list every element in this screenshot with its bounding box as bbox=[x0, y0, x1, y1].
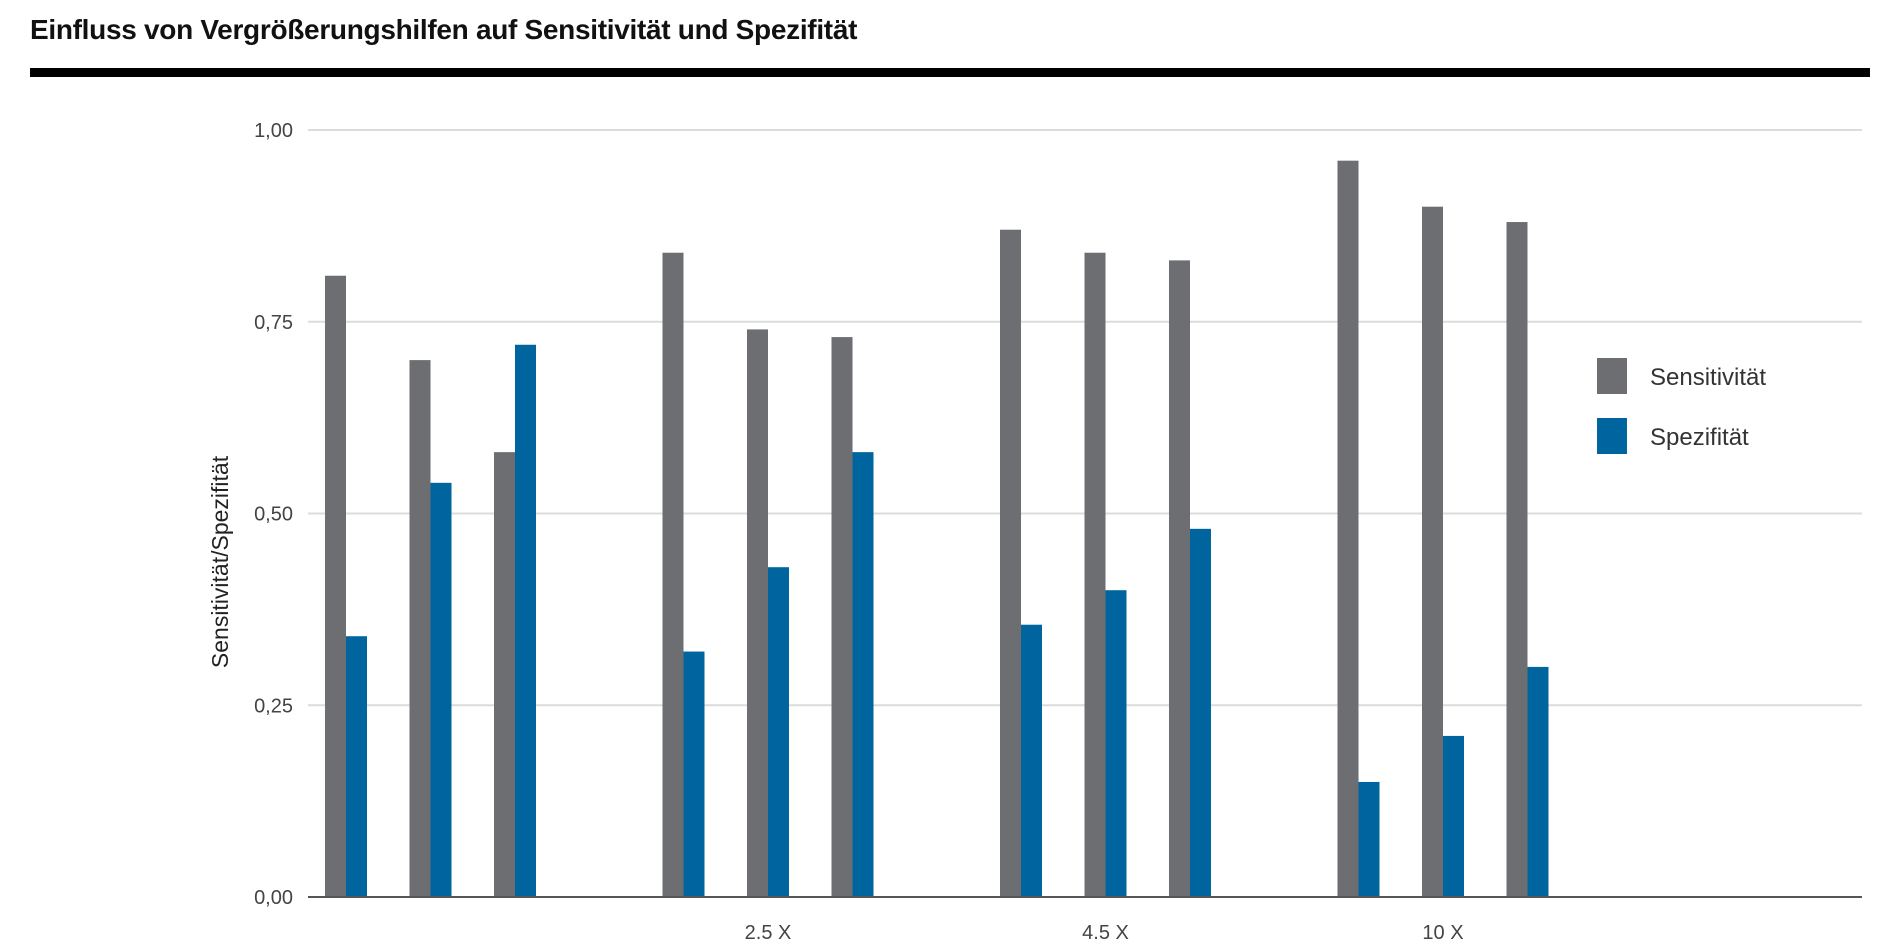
title-rule bbox=[30, 68, 1870, 77]
bar-sensitivitaet bbox=[747, 329, 768, 897]
x-category-label: 10 X bbox=[1422, 922, 1463, 944]
bar-sensitivitaet bbox=[1000, 229, 1021, 897]
bar-sensitivitaet bbox=[494, 452, 515, 897]
bar-sensitivitaet bbox=[409, 360, 431, 898]
legend-label-sensitivitaet: Sensitivität bbox=[1650, 364, 1766, 391]
bar-sensitivitaet bbox=[1169, 260, 1190, 897]
legend-swatch-sensitivitaet bbox=[1597, 358, 1627, 394]
bar-spezifitaet bbox=[1358, 781, 1380, 897]
y-tick-label: 0,00 bbox=[254, 887, 293, 909]
bar-spezifitaet bbox=[1190, 528, 1211, 897]
legend: Sensitivität Spezifität bbox=[1597, 358, 1766, 454]
bar-spezifitaet bbox=[515, 344, 536, 897]
y-tick-label: 0,25 bbox=[254, 695, 293, 717]
y-tick-label: 1,00 bbox=[254, 120, 293, 142]
x-category-label: 4.5 X bbox=[1082, 922, 1129, 944]
x-category-label: 2.5 X bbox=[745, 922, 792, 944]
bar-spezifitaet bbox=[852, 452, 874, 897]
bar-spezifitaet bbox=[1443, 735, 1464, 897]
y-tick-label: 0,75 bbox=[254, 312, 293, 334]
bar-spezifitaet bbox=[768, 567, 789, 897]
bar-sensitivitaet bbox=[831, 337, 853, 898]
bar-spezifitaet bbox=[1527, 666, 1549, 897]
bar-spezifitaet bbox=[1105, 590, 1127, 897]
y-tick-label: 0,50 bbox=[254, 504, 293, 526]
bar-sensitivitaet bbox=[1422, 206, 1443, 897]
bar-sensitivitaet bbox=[662, 252, 684, 898]
bar-spezifitaet bbox=[430, 482, 452, 897]
bar-sensitivitaet bbox=[325, 275, 346, 898]
bar-sensitivitaet bbox=[1084, 252, 1106, 898]
bar-spezifitaet bbox=[346, 636, 367, 897]
legend-swatch-spezifitaet bbox=[1597, 418, 1627, 454]
bar-spezifitaet bbox=[683, 651, 705, 897]
y-axis-title: Sensitivität/Spezifität bbox=[207, 455, 233, 668]
bar-sensitivitaet bbox=[1337, 160, 1359, 897]
bar-spezifitaet bbox=[1021, 624, 1042, 897]
legend-label-spezifitaet: Spezifität bbox=[1650, 424, 1749, 451]
bars bbox=[325, 160, 1549, 898]
axes: 0,00 0,25 0,50 0,75 1,00 2.5 X 4.5 X 10 X bbox=[254, 120, 1862, 944]
chart-title: Einfluss von Vergrößerungshilfen auf Sen… bbox=[30, 14, 858, 45]
bar-sensitivitaet bbox=[1506, 222, 1528, 898]
